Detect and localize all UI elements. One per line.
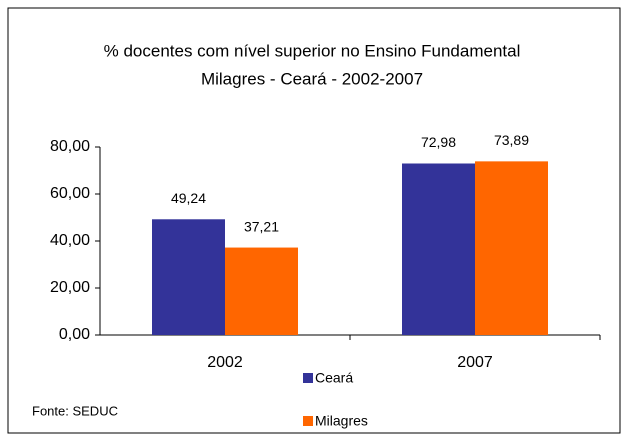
legend-swatch xyxy=(303,416,313,426)
bar xyxy=(475,161,548,335)
value-label: 73,89 xyxy=(494,132,529,148)
bar xyxy=(152,219,225,335)
bar xyxy=(402,163,475,335)
y-tick-label: 20,00 xyxy=(50,279,90,296)
legend-label: Milagres xyxy=(315,413,368,429)
legend-label: Ceará xyxy=(315,370,353,386)
y-tick-label: 40,00 xyxy=(50,232,90,249)
chart-subtitle: Milagres - Ceará - 2002-2007 xyxy=(201,69,423,88)
value-label: 72,98 xyxy=(421,134,456,150)
x-tick-label: 2002 xyxy=(207,354,243,371)
legend-swatch xyxy=(303,373,313,383)
chart-title: % docentes com nível superior no Ensino … xyxy=(104,41,521,60)
y-tick-label: 60,00 xyxy=(50,185,90,202)
x-tick-label: 2007 xyxy=(457,354,493,371)
value-label: 37,21 xyxy=(244,218,279,234)
value-label: 49,24 xyxy=(171,190,206,206)
bar xyxy=(225,247,298,335)
y-tick-label: 80,00 xyxy=(50,138,90,155)
y-tick-label: 0,00 xyxy=(59,326,90,343)
source: Fonte: SEDUC xyxy=(32,403,118,418)
